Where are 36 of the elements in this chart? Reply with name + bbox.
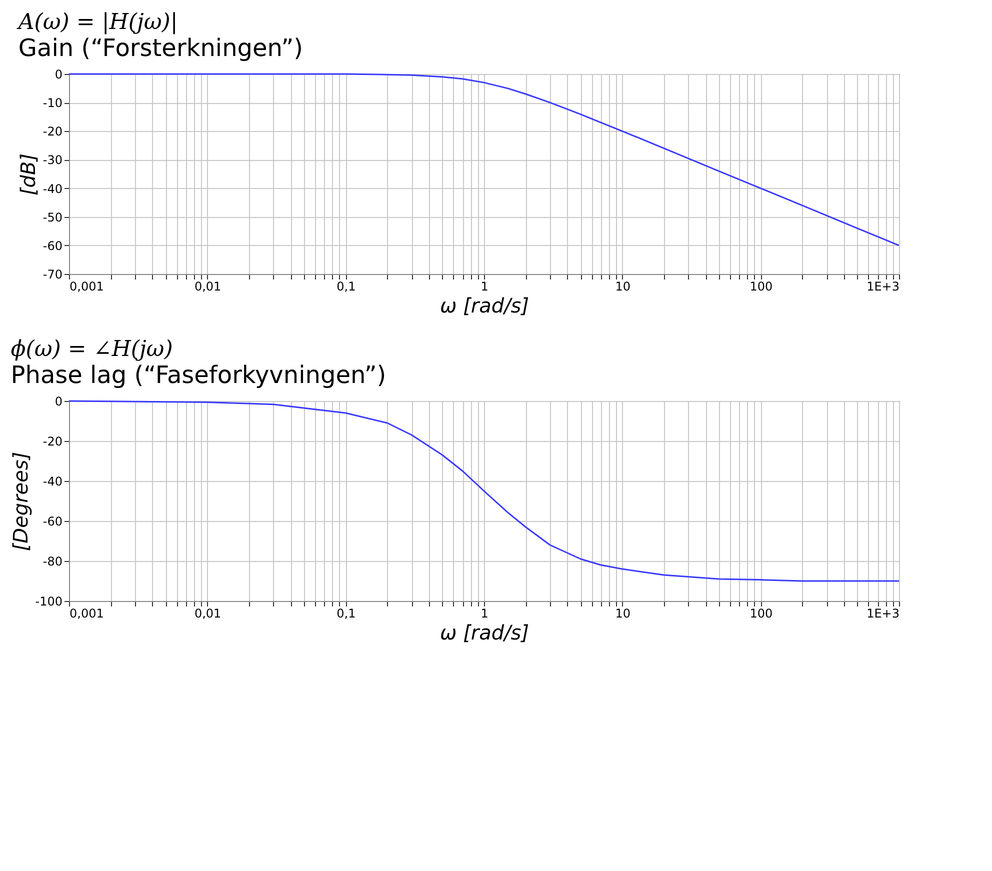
x-tick-label: 10 [615,280,630,294]
x-tick-label: 0,1 [336,606,356,620]
y-tick-label: -40 [42,182,62,196]
x-tick-label: 10 [615,606,630,620]
y-tick-label: -100 [35,594,62,608]
y-tick-label: -40 [42,474,62,488]
y-tick-label: 0 [54,394,62,408]
chart-title: ϕ(ω) = ∠H(jω) [10,337,173,362]
y-tick-label: -70 [42,268,62,282]
x-axis-title: ω [rad/s] [440,294,530,318]
y-tick-label: -50 [42,210,62,224]
y-tick-label: 0 [54,68,62,82]
x-tick-label: 100 [750,280,773,294]
x-tick-label: 0,01 [194,280,222,294]
x-tick-label: 1E+3 [866,280,900,294]
x-tick-label: 0,01 [194,606,222,620]
y-tick-label: -60 [42,514,62,528]
chart-subtitle: Phase lag (“Faseforkyvningen”) [10,361,386,389]
chart-subtitle: Gain (“Forsterkningen”) [18,34,304,62]
x-tick-label: 0,001 [70,280,104,294]
y-tick-label: -30 [42,153,62,168]
x-tick-label: 0,001 [70,606,104,620]
x-tick-label: 1 [480,606,488,620]
y-tick-label: -10 [42,96,62,110]
y-axis-title: [Degrees] [8,452,32,552]
y-tick-label: -20 [42,124,62,139]
x-tick-label: 0,1 [336,280,356,294]
x-tick-label: 1 [480,280,488,294]
chart-title: A(ω) = |H(jω)| [16,10,178,35]
y-tick-label: -80 [42,554,62,568]
x-axis-title: ω [rad/s] [440,620,530,644]
y-axis-title: [dB] [16,153,40,196]
x-tick-label: 100 [750,606,773,620]
x-tick-label: 1E+3 [866,606,900,620]
y-tick-label: -60 [42,238,62,253]
y-tick-label: -20 [42,434,62,448]
